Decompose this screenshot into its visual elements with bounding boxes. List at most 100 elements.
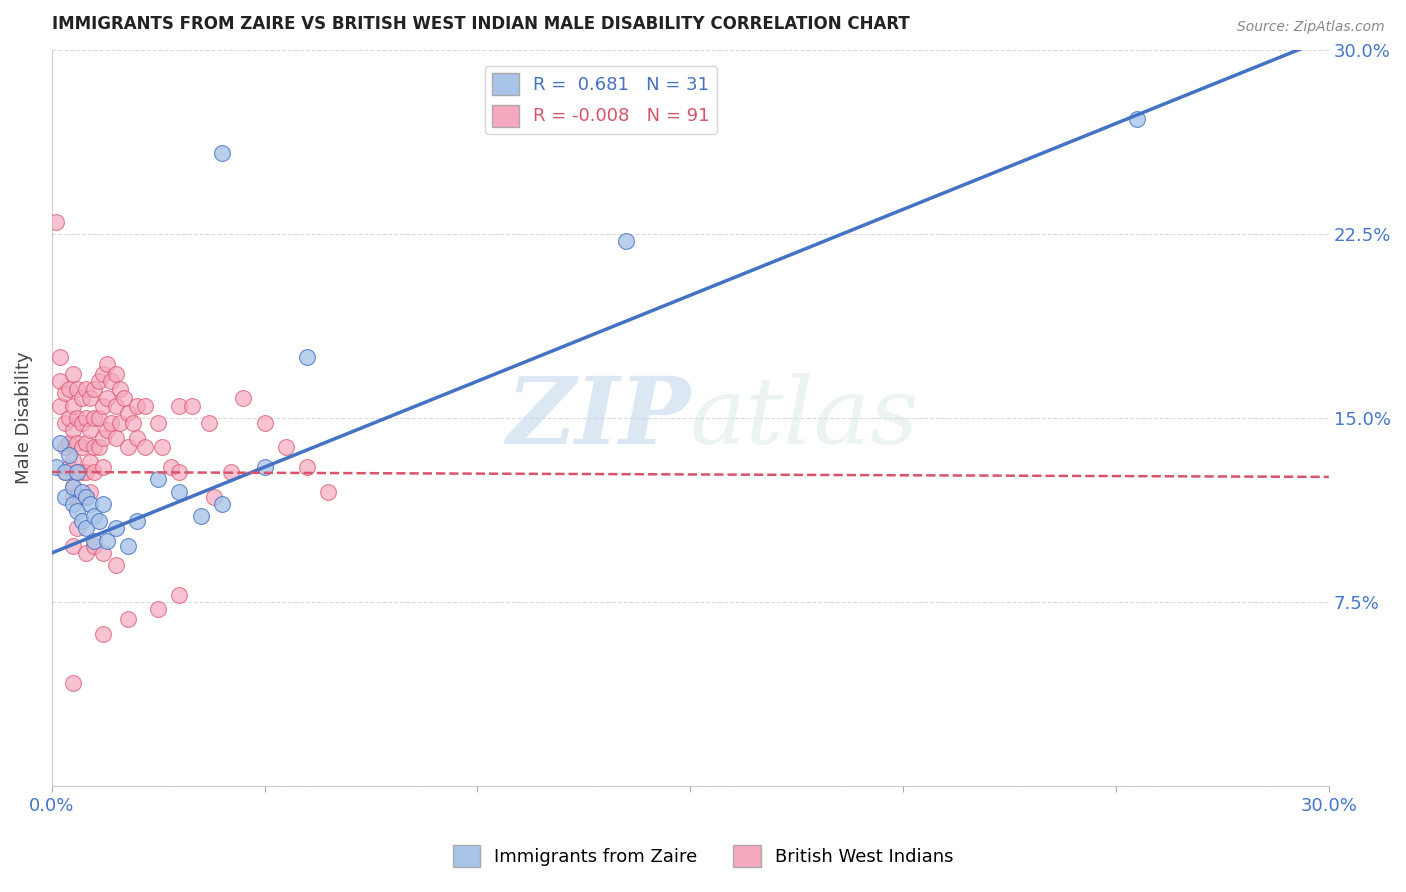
- Point: [91, 431, 114, 445]
- Point: [62, 399, 84, 413]
- Point: [70, 490, 93, 504]
- Point: [62, 676, 84, 690]
- Point: [169, 484, 191, 499]
- Point: [117, 406, 139, 420]
- Point: [75, 490, 97, 504]
- Point: [125, 399, 148, 413]
- Point: [49, 350, 72, 364]
- Point: [108, 416, 131, 430]
- Point: [75, 465, 97, 479]
- Point: [253, 460, 276, 475]
- Point: [70, 465, 93, 479]
- Point: [62, 480, 84, 494]
- Legend: Immigrants from Zaire, British West Indians: Immigrants from Zaire, British West Indi…: [446, 838, 960, 874]
- Point: [49, 435, 72, 450]
- Point: [87, 374, 110, 388]
- Point: [104, 558, 127, 573]
- Point: [66, 465, 89, 479]
- Point: [83, 441, 105, 455]
- Point: [104, 431, 127, 445]
- Point: [117, 612, 139, 626]
- Point: [79, 392, 101, 406]
- Point: [53, 465, 76, 479]
- Point: [96, 533, 118, 548]
- Point: [53, 416, 76, 430]
- Point: [104, 521, 127, 535]
- Point: [87, 514, 110, 528]
- Point: [96, 357, 118, 371]
- Point: [190, 509, 212, 524]
- Point: [49, 374, 72, 388]
- Point: [117, 539, 139, 553]
- Point: [91, 399, 114, 413]
- Point: [70, 416, 93, 430]
- Point: [295, 460, 318, 475]
- Point: [146, 602, 169, 616]
- Point: [100, 416, 122, 430]
- Point: [75, 521, 97, 535]
- Point: [66, 490, 89, 504]
- Point: [62, 539, 84, 553]
- Text: Source: ZipAtlas.com: Source: ZipAtlas.com: [1237, 20, 1385, 34]
- Point: [100, 374, 122, 388]
- Point: [70, 514, 93, 528]
- Point: [62, 480, 84, 494]
- Point: [91, 367, 114, 381]
- Point: [58, 460, 80, 475]
- Point: [75, 382, 97, 396]
- Point: [295, 350, 318, 364]
- Point: [53, 465, 76, 479]
- Point: [121, 416, 143, 430]
- Point: [232, 392, 254, 406]
- Point: [211, 145, 233, 160]
- Legend: R =  0.681   N = 31, R = -0.008   N = 91: R = 0.681 N = 31, R = -0.008 N = 91: [485, 66, 717, 134]
- Point: [169, 588, 191, 602]
- Point: [146, 472, 169, 486]
- Point: [96, 423, 118, 437]
- Point: [253, 416, 276, 430]
- Text: IMMIGRANTS FROM ZAIRE VS BRITISH WEST INDIAN MALE DISABILITY CORRELATION CHART: IMMIGRANTS FROM ZAIRE VS BRITISH WEST IN…: [52, 15, 910, 33]
- Point: [75, 411, 97, 425]
- Point: [62, 423, 84, 437]
- Point: [1126, 112, 1149, 126]
- Point: [58, 448, 80, 462]
- Point: [53, 441, 76, 455]
- Text: atlas: atlas: [690, 373, 920, 463]
- Point: [45, 460, 67, 475]
- Point: [66, 382, 89, 396]
- Point: [66, 521, 89, 535]
- Point: [104, 367, 127, 381]
- Point: [66, 411, 89, 425]
- Point: [169, 465, 191, 479]
- Point: [75, 490, 97, 504]
- Point: [79, 455, 101, 469]
- Point: [75, 435, 97, 450]
- Point: [125, 514, 148, 528]
- Point: [146, 416, 169, 430]
- Point: [87, 411, 110, 425]
- Point: [83, 382, 105, 396]
- Point: [70, 392, 93, 406]
- Point: [211, 497, 233, 511]
- Point: [53, 386, 76, 401]
- Point: [70, 441, 93, 455]
- Point: [66, 504, 89, 518]
- Point: [53, 490, 76, 504]
- Point: [91, 627, 114, 641]
- Point: [91, 546, 114, 560]
- Point: [75, 546, 97, 560]
- Point: [83, 539, 105, 553]
- Point: [181, 399, 204, 413]
- Point: [62, 497, 84, 511]
- Point: [274, 441, 297, 455]
- Point: [318, 484, 340, 499]
- Point: [91, 497, 114, 511]
- Point: [108, 382, 131, 396]
- Point: [87, 441, 110, 455]
- Point: [62, 490, 84, 504]
- Point: [83, 509, 105, 524]
- Point: [83, 411, 105, 425]
- Point: [134, 399, 156, 413]
- Point: [117, 441, 139, 455]
- Point: [125, 431, 148, 445]
